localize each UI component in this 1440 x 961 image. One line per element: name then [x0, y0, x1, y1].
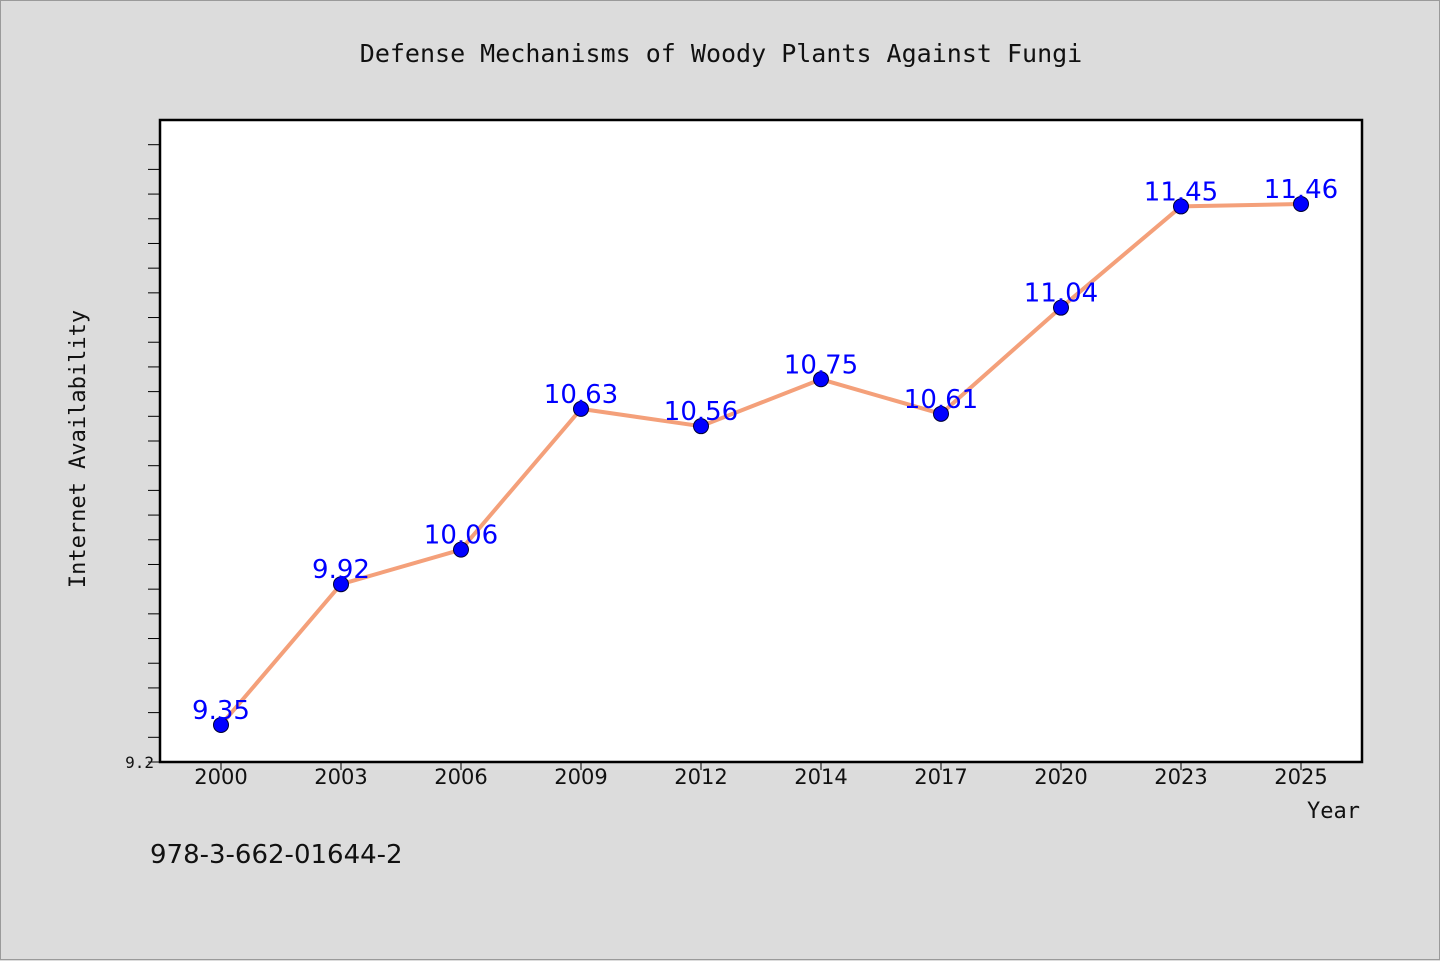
- data-point-label: 11.04: [1024, 279, 1098, 309]
- data-point-label: 10.63: [544, 380, 618, 410]
- series-markers: [213, 195, 1309, 733]
- data-point-label: 10.61: [904, 385, 978, 415]
- footer-isbn-text: 978-3-662-01644-2: [150, 840, 403, 870]
- x-tick-label: 2000: [194, 765, 247, 789]
- data-point-marker: [813, 371, 829, 388]
- data-point-marker: [333, 576, 349, 593]
- x-tick-label: 2012: [674, 765, 727, 789]
- data-point-marker: [693, 418, 709, 435]
- x-tick-label: 2025: [1274, 765, 1327, 789]
- data-point-marker: [933, 405, 949, 422]
- x-tick-label: 2014: [794, 765, 847, 789]
- x-axis-label: Year: [1307, 799, 1360, 824]
- series-line-group: [219, 201, 1303, 727]
- data-point-marker: [1053, 299, 1069, 316]
- x-tick-label: 2006: [434, 765, 487, 789]
- data-point-label: 10.56: [664, 397, 738, 427]
- chart-title: Defense Mechanisms of Woody Plants Again…: [360, 39, 1082, 68]
- x-tick-label: 2020: [1034, 765, 1087, 789]
- y-axis-label: Internet Availability: [66, 310, 91, 588]
- data-point-label: 9.35: [192, 696, 250, 726]
- y-tick-label: 9.2: [125, 753, 154, 772]
- y-axis-ticks: 9.2: [125, 144, 160, 772]
- series-line: [219, 201, 1303, 727]
- data-point-marker: [453, 541, 469, 558]
- x-tick-label: 2009: [554, 765, 607, 789]
- series-data-labels: 9.35 9.92 10.06 10.63 10.56 10.75 10.61 11.04 11…: [192, 175, 1338, 726]
- data-point-marker: [1173, 198, 1189, 215]
- x-tick-label: 2023: [1154, 765, 1207, 789]
- plot-area: [158, 118, 1364, 764]
- data-point-label: 11.46: [1264, 175, 1338, 205]
- data-point-marker: [573, 400, 589, 417]
- data-point-label: 10.75: [784, 350, 858, 380]
- data-point-label: 10.06: [424, 521, 498, 551]
- data-point-marker: [213, 716, 229, 733]
- data-point-label: 9.92: [312, 555, 370, 585]
- x-tick-label: 2017: [914, 765, 967, 789]
- x-axis-ticks: 2000 2003 2006 2009 2012 2014 2017 2020 2023 2025: [194, 762, 1328, 789]
- data-point-marker: [1293, 195, 1309, 212]
- x-tick-label: 2003: [314, 765, 367, 789]
- data-point-label: 11.45: [1144, 177, 1218, 207]
